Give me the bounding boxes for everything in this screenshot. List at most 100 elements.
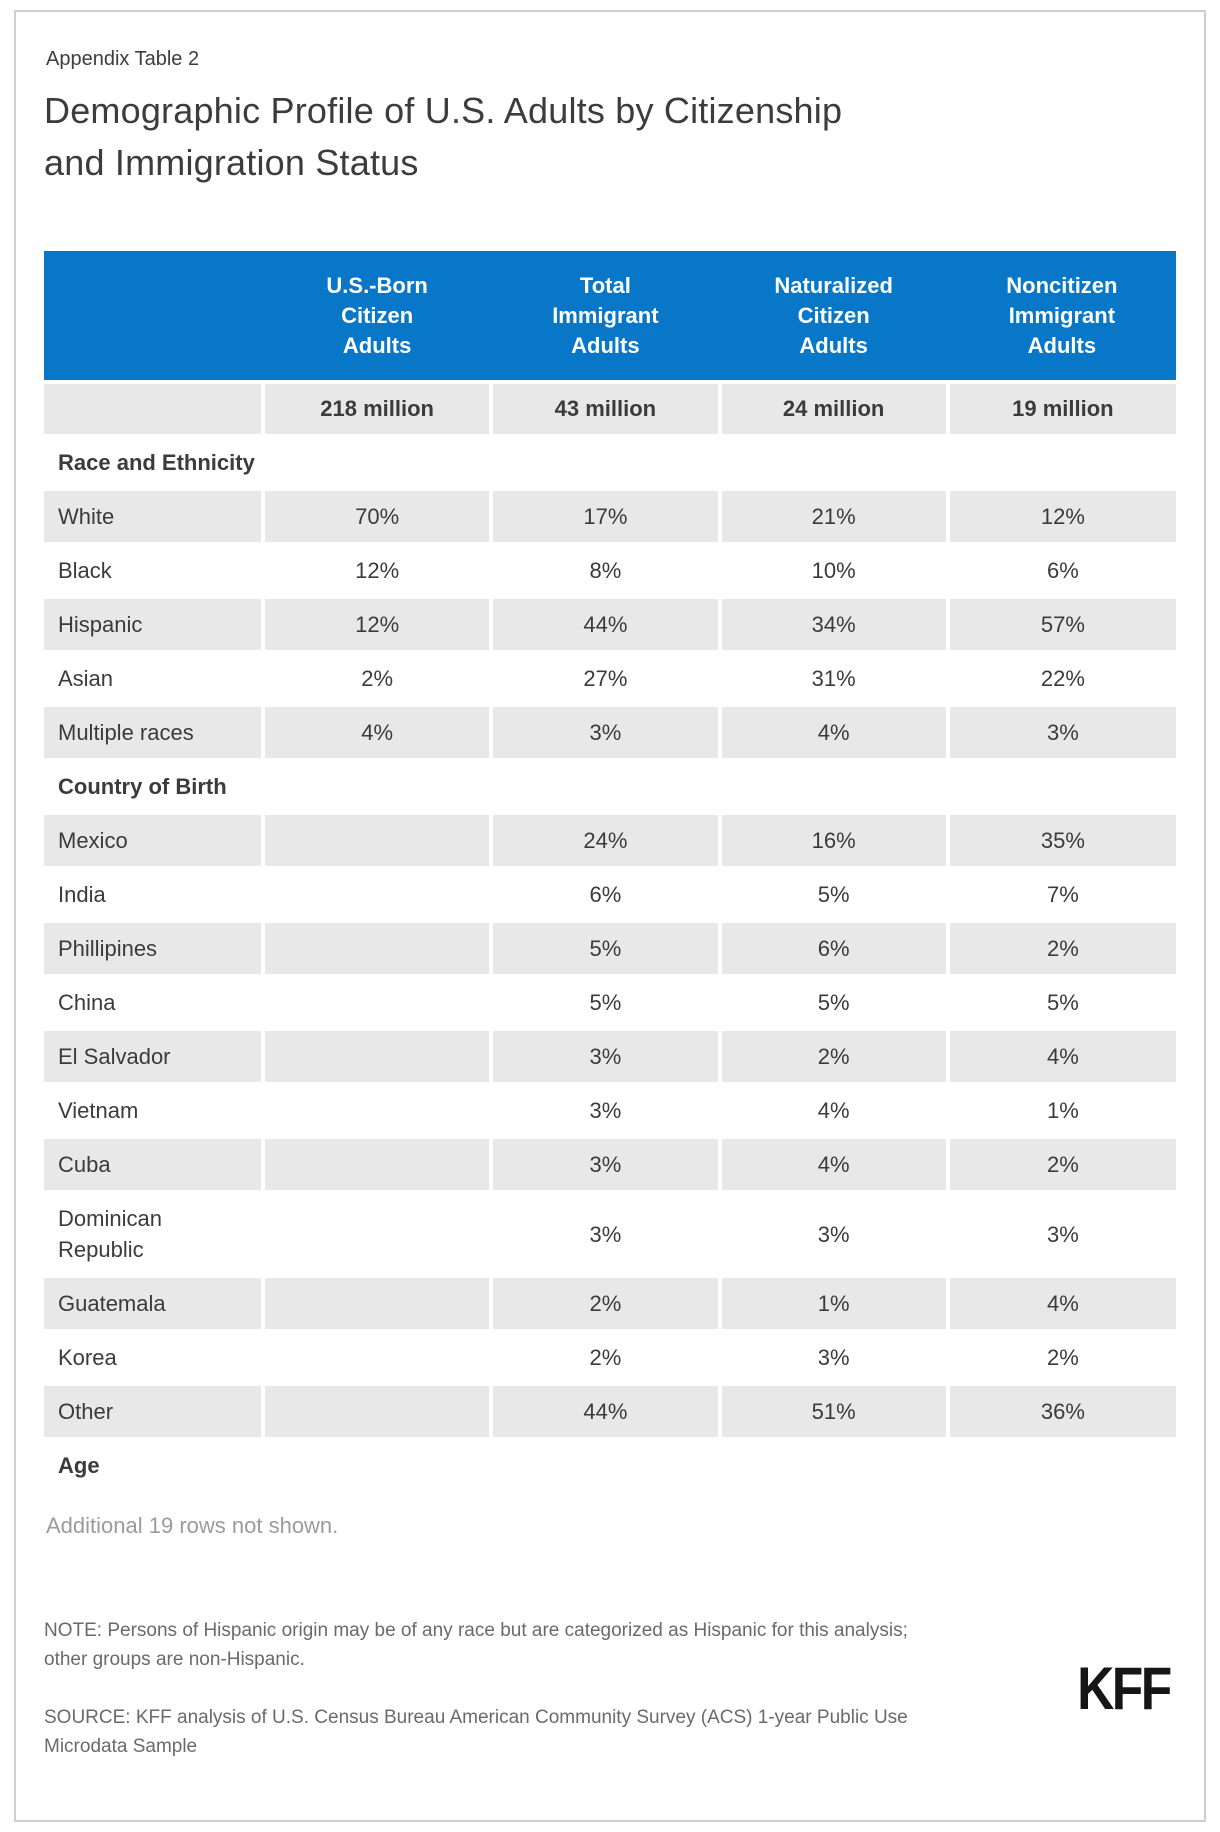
cell-value: 1% <box>717 1275 948 1331</box>
cell-value: 2% <box>945 1329 1176 1385</box>
subtotal-empty-cell <box>44 380 263 436</box>
row-label: China <box>44 974 263 1030</box>
header-empty-cell <box>44 251 263 382</box>
cell-value <box>260 812 492 868</box>
cell-value: 2% <box>717 1028 948 1084</box>
cell-value: 5% <box>489 974 720 1030</box>
row-label: Mexico <box>44 812 263 868</box>
table-row: Other 44% 51% 36% <box>44 1383 1176 1439</box>
cell-value: 12% <box>945 488 1176 544</box>
cell-value: 2% <box>489 1329 720 1385</box>
cell-value: 12% <box>260 542 492 598</box>
section-header-row: Race and Ethnicity <box>44 434 1176 490</box>
note-and-source: NOTE: Persons of Hispanic origin may be … <box>44 1587 908 1790</box>
cell-value: 4% <box>717 1082 948 1138</box>
table-row: White 70% 17% 21% 12% <box>44 488 1176 544</box>
table-row: Phillipines 5% 6% 2% <box>44 920 1176 976</box>
section-label: Age <box>44 1437 1176 1491</box>
table-header-row: U.S.-Born Citizen Adults Total Immigrant … <box>44 251 1176 382</box>
cell-value: 10% <box>717 542 948 598</box>
column-header: Noncitizen Immigrant Adults <box>947 251 1176 382</box>
report-page: Appendix Table 2 Demographic Profile of … <box>14 10 1206 1822</box>
table-row: Korea 2% 3% 2% <box>44 1329 1176 1385</box>
cell-value: 22% <box>945 650 1176 706</box>
cell-value: 12% <box>260 596 492 652</box>
cell-value: 57% <box>945 596 1176 652</box>
row-label: Other <box>44 1383 263 1439</box>
cell-value: 5% <box>945 974 1176 1030</box>
row-label: Black <box>44 542 263 598</box>
cell-value: 3% <box>945 1190 1176 1277</box>
row-label: Multiple races <box>44 704 263 760</box>
cell-value: 5% <box>717 866 948 922</box>
cell-value: 4% <box>717 1136 948 1192</box>
cell-value: 4% <box>260 704 492 760</box>
cell-value: 6% <box>489 866 720 922</box>
cell-value: 3% <box>489 1082 720 1138</box>
page-footer: NOTE: Persons of Hispanic origin may be … <box>44 1587 1176 1790</box>
column-header: Naturalized Citizen Adults <box>719 251 948 382</box>
cell-value: 36% <box>945 1383 1176 1439</box>
cell-value: 5% <box>717 974 948 1030</box>
row-label: Asian <box>44 650 263 706</box>
cell-value: 44% <box>489 596 720 652</box>
kff-logo: KFF <box>1077 1655 1172 1722</box>
cell-value: 6% <box>945 542 1176 598</box>
section-label: Country of Birth <box>44 758 1176 814</box>
cell-value: 24% <box>489 812 720 868</box>
cell-value: 70% <box>260 488 492 544</box>
cell-value: 8% <box>489 542 720 598</box>
table-row: Mexico 24% 16% 35% <box>44 812 1176 868</box>
cell-value: 51% <box>717 1383 948 1439</box>
row-label: Cuba <box>44 1136 263 1192</box>
table-row: Asian 2% 27% 31% 22% <box>44 650 1176 706</box>
cell-value: 2% <box>945 1136 1176 1192</box>
row-label: Phillipines <box>44 920 263 976</box>
table-row: China 5% 5% 5% <box>44 974 1176 1030</box>
cell-value: 2% <box>489 1275 720 1331</box>
cell-value: 3% <box>489 1028 720 1084</box>
population-totals-row: 218 million 43 million 24 million 19 millio… <box>44 380 1176 436</box>
row-label: India <box>44 866 263 922</box>
table-row: Guatemala 2% 1% 4% <box>44 1275 1176 1331</box>
cell-value <box>260 866 492 922</box>
cell-value: 27% <box>489 650 720 706</box>
cell-value: 3% <box>489 1190 720 1277</box>
cell-value: 16% <box>717 812 948 868</box>
population-total: 19 million <box>945 380 1176 436</box>
cell-value: 35% <box>945 812 1176 868</box>
table-row: Hispanic 12% 44% 34% 57% <box>44 596 1176 652</box>
column-header: Total Immigrant Adults <box>491 251 720 382</box>
column-header: U.S.-Born Citizen Adults <box>263 251 492 382</box>
cell-value <box>260 920 492 976</box>
row-label: Korea <box>44 1329 263 1385</box>
cell-value: 21% <box>717 488 948 544</box>
population-total: 24 million <box>717 380 948 436</box>
cell-value <box>260 974 492 1030</box>
cell-value <box>260 1190 492 1277</box>
cell-value: 34% <box>717 596 948 652</box>
demographics-table: U.S.-Born Citizen Adults Total Immigrant … <box>44 251 1176 1491</box>
table-row: Multiple races 4% 3% 4% 3% <box>44 704 1176 760</box>
row-label: Hispanic <box>44 596 263 652</box>
source-text: SOURCE: KFF analysis of U.S. Census Bure… <box>44 1707 908 1757</box>
cell-value <box>260 1329 492 1385</box>
cell-value <box>260 1136 492 1192</box>
table-row: Cuba 3% 4% 2% <box>44 1136 1176 1192</box>
table-row: El Salvador 3% 2% 4% <box>44 1028 1176 1084</box>
table-row: India 6% 5% 7% <box>44 866 1176 922</box>
cell-value: 6% <box>717 920 948 976</box>
table-row: Vietnam 3% 4% 1% <box>44 1082 1176 1138</box>
cell-value: 44% <box>489 1383 720 1439</box>
section-header-row: Age <box>44 1437 1176 1491</box>
cell-value: 2% <box>260 650 492 706</box>
cell-value: 3% <box>717 1329 948 1385</box>
cell-value: 17% <box>489 488 720 544</box>
cell-value <box>260 1082 492 1138</box>
row-label: Guatemala <box>44 1275 263 1331</box>
cell-value: 3% <box>489 704 720 760</box>
cell-value <box>260 1028 492 1084</box>
cell-value: 4% <box>717 704 948 760</box>
page-title: Demographic Profile of U.S. Adults by Ci… <box>44 90 843 183</box>
population-total: 218 million <box>260 380 492 436</box>
